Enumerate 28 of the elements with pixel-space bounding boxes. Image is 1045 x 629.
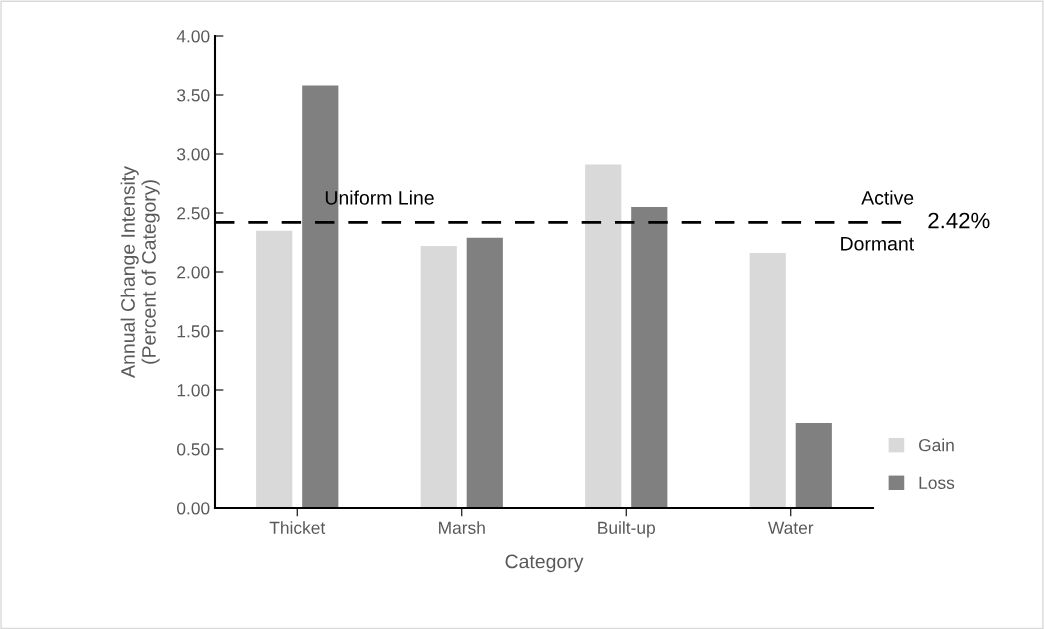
- y-tick-label: 2.00: [177, 266, 210, 279]
- legend-label: Loss: [919, 476, 955, 489]
- bar: [585, 164, 622, 508]
- bar: [631, 207, 668, 508]
- annotation: Uniform Line: [325, 190, 434, 205]
- annotation: Active: [861, 190, 914, 205]
- x-tick-label: Thicket: [269, 521, 326, 534]
- y-tick-label: 4.00: [176, 30, 210, 43]
- y-tick-label: 0.00: [177, 502, 210, 515]
- bar: [749, 253, 786, 508]
- bar: [795, 423, 832, 508]
- y-axis-title: Annual Change Intensity (Percent of Category): [120, 166, 160, 378]
- x-axis-title: Category: [505, 554, 584, 573]
- x-tick-label: Marsh: [439, 521, 485, 534]
- bar: [420, 246, 457, 508]
- y-tick-label: 1.50: [177, 325, 210, 338]
- bar: [466, 237, 503, 508]
- legend-label: Gain: [919, 438, 954, 452]
- x-tick-label: Water: [768, 521, 814, 534]
- bar: [256, 230, 293, 508]
- y-tick-label: 3.00: [177, 148, 210, 161]
- y-tick-label: 1.00: [177, 384, 210, 397]
- ref-line-label: 2.42%: [928, 212, 990, 229]
- y-tick-label: 2.50: [177, 207, 210, 220]
- y-tick-label: 0.50: [177, 443, 210, 456]
- y-tick-label: 3.50: [177, 89, 210, 102]
- x-tick-label: Built-up: [598, 521, 655, 538]
- annotation: Dormant: [841, 237, 914, 251]
